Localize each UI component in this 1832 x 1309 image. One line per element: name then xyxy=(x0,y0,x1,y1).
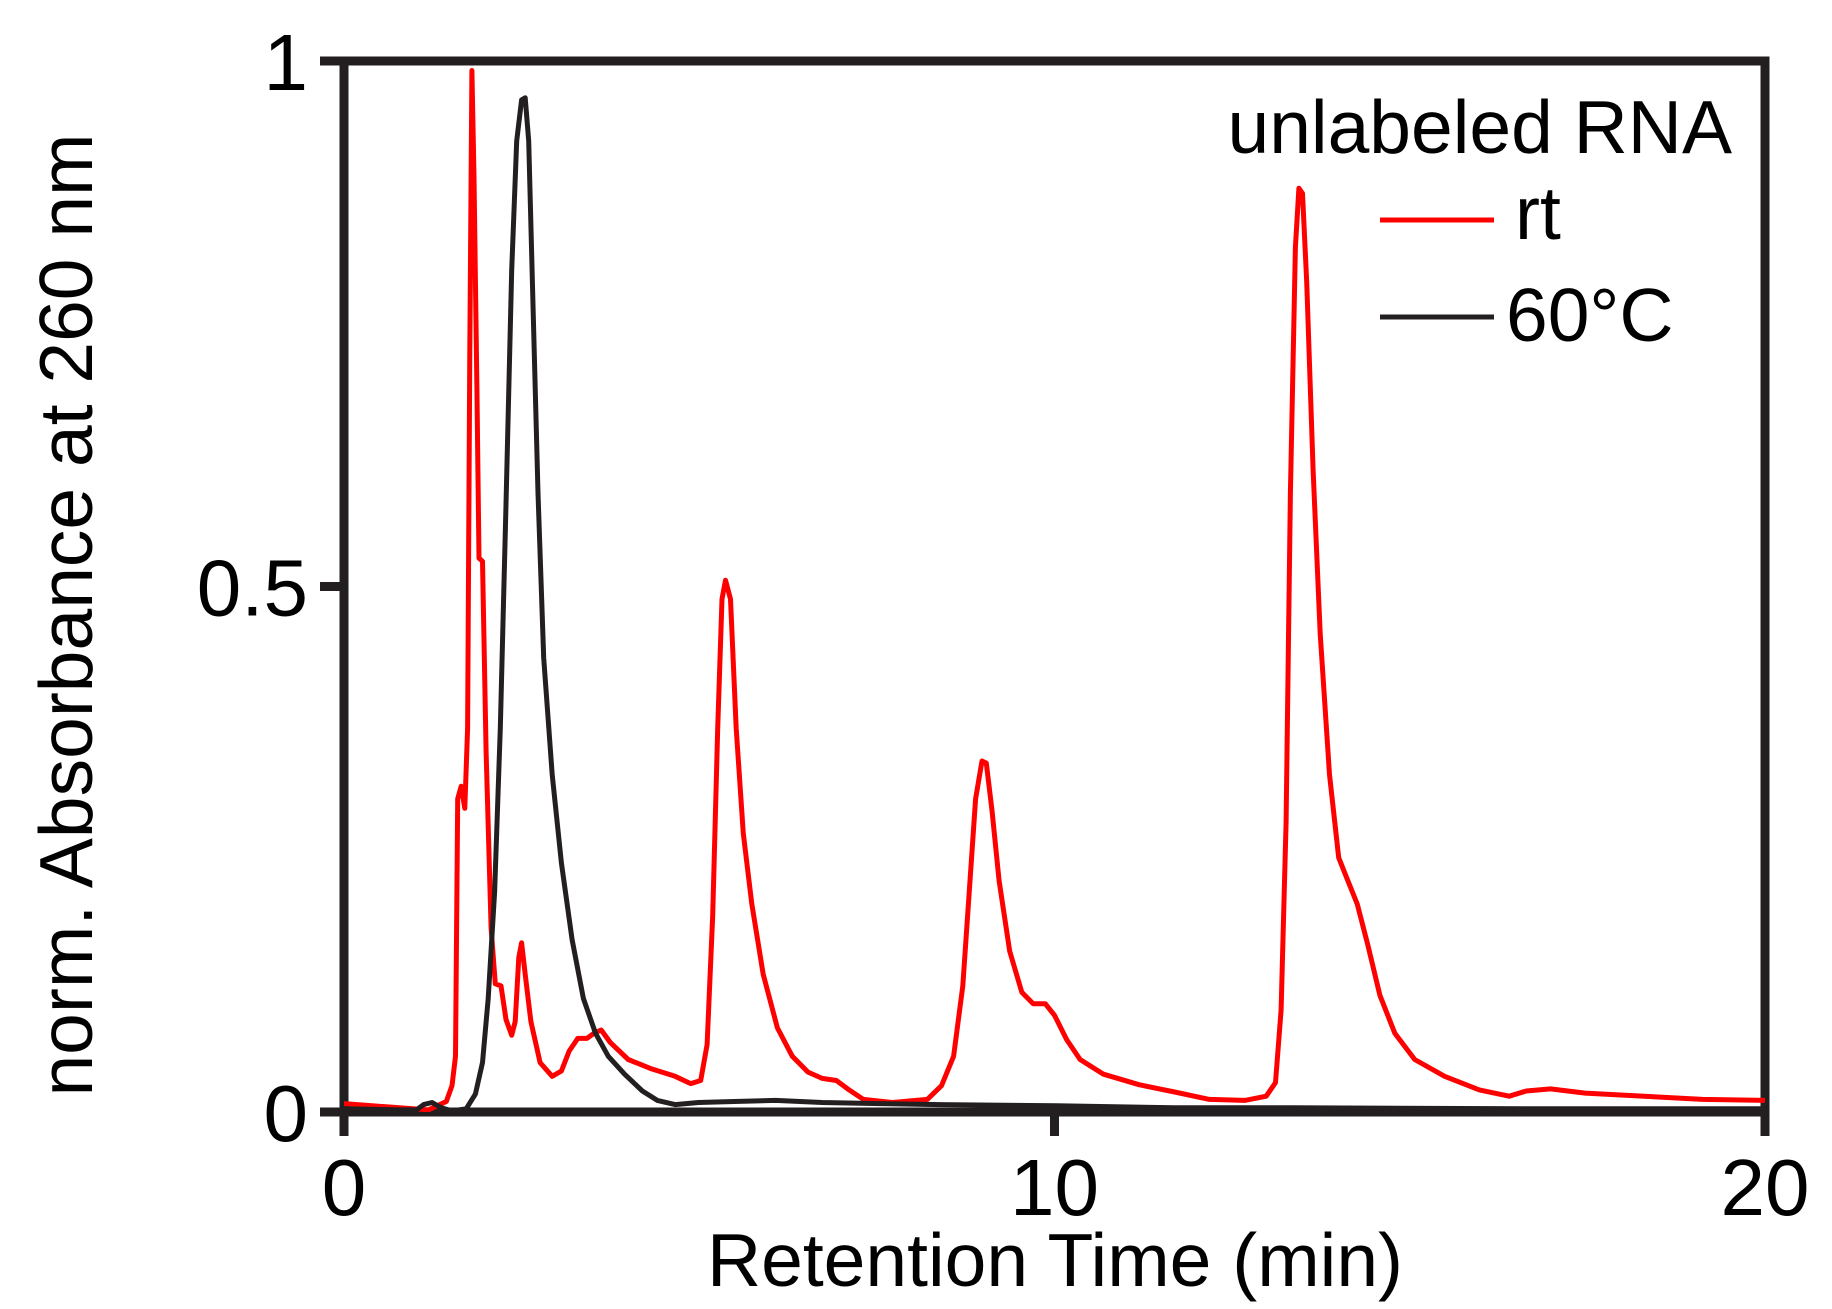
x-axis-tick-labels: 0 10 20 xyxy=(322,1143,1810,1232)
x-tick-label: 20 xyxy=(1721,1143,1810,1232)
y-axis-title: norm. Absorbance at 260 nm xyxy=(24,133,108,1096)
legend-label-60c: 60°C xyxy=(1506,273,1674,357)
y-tick-label: 0 xyxy=(264,1069,309,1158)
x-tick-label: 0 xyxy=(322,1143,367,1232)
y-axis-tick-labels: 0 0.5 1 xyxy=(197,18,308,1158)
plot-frame xyxy=(339,56,1770,1117)
series-line-60-c xyxy=(344,95,1765,1112)
legend: unlabeled RNA rt 60°C xyxy=(1228,85,1733,357)
x-axis-title: Retention Time (min) xyxy=(707,1218,1403,1302)
series-line-rt xyxy=(344,68,1765,1112)
x-tick-label: 10 xyxy=(1010,1143,1099,1232)
legend-title: unlabeled RNA xyxy=(1228,85,1733,169)
y-tick-label: 0.5 xyxy=(197,544,308,633)
legend-label-rt: rt xyxy=(1515,171,1561,255)
plot-area xyxy=(344,68,1765,1112)
y-tick-label: 1 xyxy=(264,18,309,107)
